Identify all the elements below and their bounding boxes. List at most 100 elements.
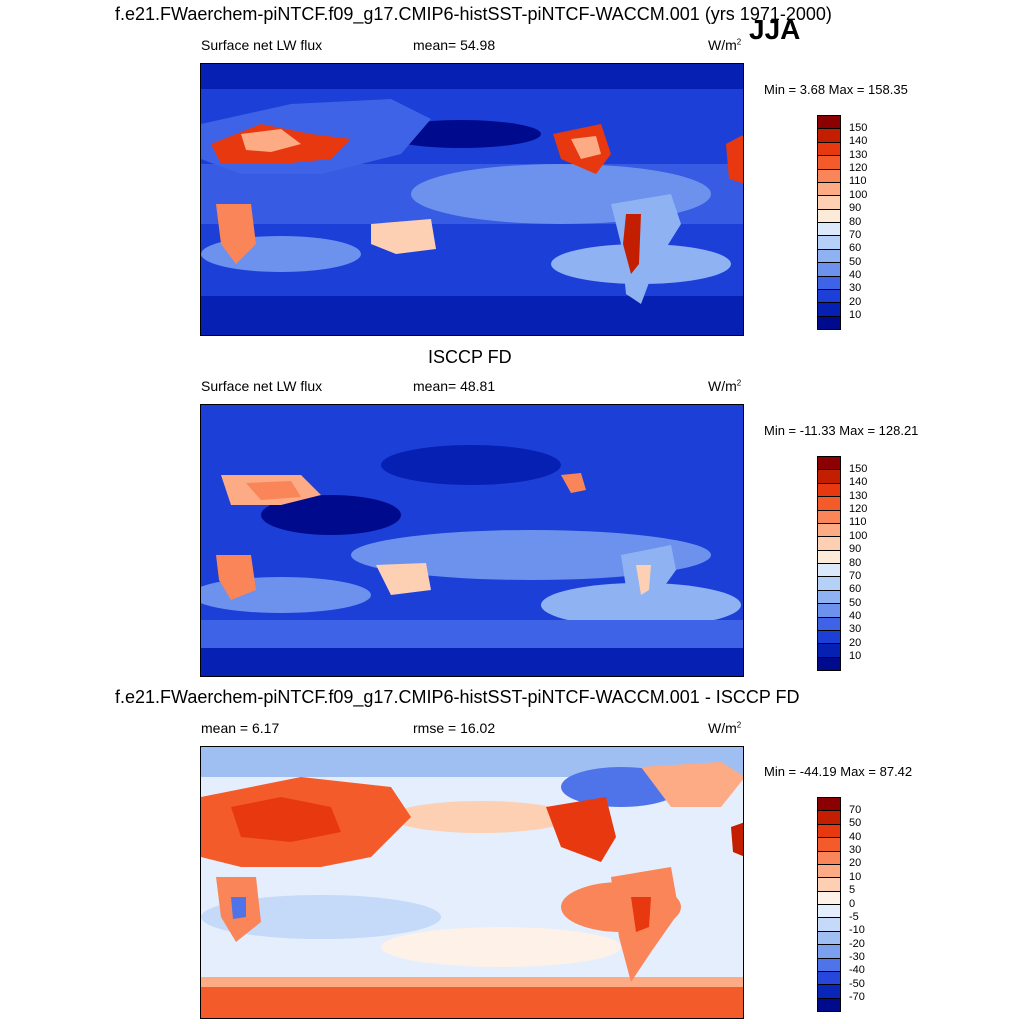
panel2-units: W/m2 — [708, 378, 742, 394]
colorbar-swatch — [817, 997, 841, 1012]
colorbar-swatch — [817, 970, 841, 986]
colorbar-swatch — [817, 984, 841, 999]
colorbar-swatch — [817, 115, 841, 130]
colorbar-swatch — [817, 181, 841, 197]
colorbar-swatch — [817, 222, 841, 237]
panel1-map-field — [201, 64, 743, 335]
colorbar-tick-label: 10 — [849, 870, 862, 883]
colorbar-tick-label: -40 — [849, 964, 865, 977]
colorbar-swatch — [817, 589, 841, 605]
colorbar-tick-label: 100 — [849, 529, 868, 542]
colorbar-tick-label: 50 — [849, 817, 862, 830]
colorbar-swatch — [817, 904, 841, 919]
colorbar-swatch — [817, 315, 841, 330]
colorbar-swatch — [817, 810, 841, 825]
colorbar-swatch — [817, 603, 841, 618]
colorbar-tick-label: 0 — [849, 897, 856, 910]
colorbar-tick-label: 5 — [849, 884, 856, 897]
colorbar-tick-label: 150 — [849, 462, 868, 475]
panel3-map — [200, 746, 744, 1019]
colorbar-swatch — [817, 456, 841, 471]
colorbar-swatch — [817, 616, 841, 631]
colorbar-tick-label: 20 — [849, 857, 862, 870]
colorbar-swatch — [817, 797, 841, 812]
colorbar-tick-label: 70 — [849, 569, 862, 582]
colorbar-swatch — [817, 168, 841, 183]
colorbar-swatch — [817, 629, 841, 645]
panel1-map — [200, 63, 744, 336]
colorbar-swatch — [817, 549, 841, 564]
colorbar-tick-label: 50 — [849, 596, 862, 609]
colorbar-tick-label: 30 — [849, 282, 862, 295]
colorbar-swatch — [817, 877, 841, 892]
colorbar-tick-label: 110 — [849, 175, 867, 188]
colorbar-tick-label: 90 — [849, 202, 862, 215]
colorbar-tick-label: 20 — [849, 636, 862, 649]
colorbar-swatch — [817, 837, 841, 852]
panel2-title: ISCCP FD — [428, 347, 512, 367]
panel3-minmax: Min = -44.19 Max = 87.42 — [764, 764, 913, 779]
colorbar-swatch — [817, 656, 841, 671]
colorbar-tick-label: 130 — [849, 489, 868, 502]
colorbar-tick-label: -5 — [849, 910, 859, 923]
panel1-units: W/m2 — [708, 37, 742, 53]
colorbar-swatch — [817, 863, 841, 879]
colorbar-tick-label: 120 — [849, 503, 868, 515]
colorbar-swatch — [817, 195, 841, 210]
colorbar-tick-label: 90 — [849, 543, 862, 556]
panel3-mean-label: mean = 6.17 — [201, 720, 280, 736]
colorbar-swatch — [817, 469, 841, 484]
colorbar-tick-label: 70 — [849, 803, 862, 816]
panel3-colorbar: 70 50 40 30 20 10 5 0 -5 -10 -20 -30 -40 -50 -70 — [817, 797, 865, 1012]
colorbar-swatch — [817, 496, 841, 511]
colorbar-tick-label: 30 — [849, 623, 862, 636]
colorbar-tick-label: 140 — [849, 135, 868, 148]
colorbar-swatch — [817, 823, 841, 839]
panel2-map — [200, 404, 744, 677]
colorbar-tick-label: 20 — [849, 295, 862, 308]
colorbar-tick-label: 30 — [849, 844, 862, 856]
colorbar-tick-label: 80 — [849, 215, 862, 228]
panel1-mean-label: mean= 54.98 — [413, 37, 496, 53]
panel2-variable-label: Surface net LW flux — [201, 378, 323, 394]
panel2-minmax: Min = -11.33 Max = 128.21 — [764, 423, 919, 438]
colorbar-swatch — [817, 208, 841, 223]
colorbar-tick-label: 70 — [849, 228, 862, 241]
colorbar-swatch — [817, 141, 841, 157]
panel2-map-field — [201, 405, 743, 676]
colorbar-swatch — [817, 248, 841, 264]
colorbar-swatch — [817, 576, 841, 591]
colorbar-tick-label: 50 — [849, 255, 862, 268]
panel3-units: W/m2 — [708, 720, 742, 736]
colorbar-tick-label: -20 — [849, 937, 865, 950]
colorbar-tick-label: 60 — [849, 583, 862, 596]
panel3-rmse-label: rmse = 16.02 — [413, 720, 496, 736]
panel3-map-field — [201, 747, 743, 1018]
colorbar-swatch — [817, 957, 841, 972]
colorbar-tick-label: 10 — [849, 309, 862, 322]
season-label: JJA — [749, 14, 801, 45]
colorbar-tick-label: -10 — [849, 924, 865, 937]
colorbar-swatch — [817, 509, 841, 524]
colorbar-tick-label: 120 — [849, 162, 868, 174]
colorbar-swatch — [817, 482, 841, 498]
panel2-colorbar: 150 140 130 120 110 100 90 80 70 60 50 40 30 20 10 — [817, 456, 867, 671]
colorbar-swatch — [817, 917, 841, 932]
panel2-mean-label: mean= 48.81 — [413, 378, 496, 394]
colorbar-tick-label: 40 — [849, 610, 862, 622]
colorbar-tick-label: 10 — [849, 650, 862, 663]
colorbar-swatch — [817, 643, 841, 658]
panel1-title: f.e21.FWaerchem-piNTCF.f09_g17.CMIP6-his… — [115, 4, 832, 24]
colorbar-tick-label: 150 — [849, 121, 868, 134]
colorbar-swatch — [817, 930, 841, 946]
colorbar-swatch — [817, 536, 841, 551]
colorbar-tick-label: 40 — [849, 830, 862, 843]
colorbar-swatch — [817, 302, 841, 317]
colorbar-tick-label: 80 — [849, 556, 862, 569]
colorbar-swatch — [817, 155, 841, 170]
panel1-colorbar: 150 140 130 120 110 100 90 80 70 60 50 40 30 20 10 — [817, 115, 867, 330]
colorbar-tick-label: -70 — [849, 991, 865, 1004]
colorbar-swatch — [817, 288, 841, 304]
colorbar-tick-label: 130 — [849, 148, 868, 161]
colorbar-tick-label: -30 — [849, 951, 865, 963]
